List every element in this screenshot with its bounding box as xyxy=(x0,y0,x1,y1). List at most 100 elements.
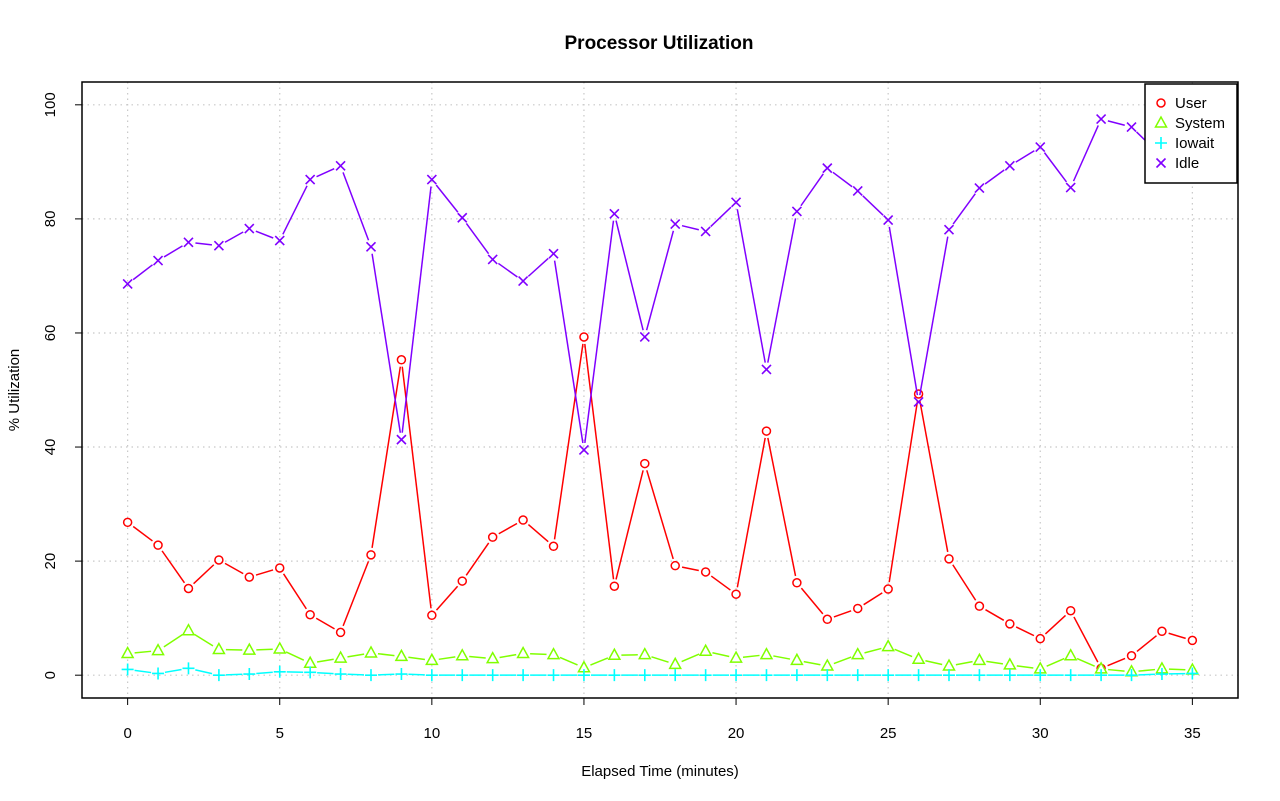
series-idle-segment xyxy=(800,173,824,207)
series-system-segment xyxy=(1138,668,1156,672)
point-system xyxy=(1063,648,1078,661)
series-system-segment xyxy=(559,656,578,666)
y-axis-label: % Utilization xyxy=(6,349,23,432)
series-user-segment xyxy=(342,561,370,627)
point-user xyxy=(122,517,133,528)
point-system xyxy=(120,645,135,659)
series-idle-segment xyxy=(1015,150,1035,163)
x-tick-label: 20 xyxy=(728,725,745,742)
series-idle-segment xyxy=(316,168,335,178)
point-system xyxy=(790,652,804,666)
point-iowait xyxy=(486,669,499,682)
legend-label-idle: Idle xyxy=(1175,155,1199,172)
series-idle-segment xyxy=(1043,152,1068,183)
series-user xyxy=(122,332,1198,674)
legend: User System Iowait Idle xyxy=(1144,83,1238,184)
point-user xyxy=(518,515,528,525)
point-iowait xyxy=(182,662,195,675)
point-system xyxy=(364,645,378,658)
series-idle-segment xyxy=(553,260,584,444)
point-iowait xyxy=(1034,669,1047,682)
point-idle xyxy=(700,226,711,237)
series-system-segment xyxy=(285,651,305,661)
point-user xyxy=(822,614,833,625)
point-user xyxy=(640,458,650,469)
series-idle-segment xyxy=(342,172,370,241)
x-tick-label: 5 xyxy=(276,725,284,742)
point-user xyxy=(1126,651,1137,661)
point-user xyxy=(335,627,346,638)
point-system xyxy=(485,651,500,664)
series-idle-segment xyxy=(681,224,700,231)
point-user xyxy=(944,554,954,564)
series-idle-segment xyxy=(832,171,853,188)
series-system-segment xyxy=(894,648,913,658)
series-idle-segment xyxy=(371,253,402,433)
point-iowait xyxy=(395,668,408,681)
x-tick-label: 30 xyxy=(1032,725,1049,742)
series-user-segment xyxy=(435,585,459,611)
x-axis-label: Elapsed Time (minutes) xyxy=(581,763,739,780)
point-user xyxy=(153,540,163,550)
point-system xyxy=(698,643,713,656)
legend-label-iowait: Iowait xyxy=(1175,135,1215,152)
series-idle-segment xyxy=(1072,125,1099,182)
series-user-segment xyxy=(710,575,731,591)
series-system-segment xyxy=(925,660,943,666)
point-system xyxy=(394,648,409,662)
point-idle xyxy=(883,214,894,226)
series-iowait-segment xyxy=(164,668,182,674)
point-user xyxy=(274,563,285,573)
point-system xyxy=(881,639,895,652)
point-idle xyxy=(1126,121,1137,133)
point-system xyxy=(820,658,835,671)
point-idle xyxy=(122,278,133,289)
point-iowait xyxy=(851,669,864,682)
point-idle xyxy=(365,241,377,252)
point-user xyxy=(548,541,559,552)
point-system xyxy=(516,645,530,659)
series-idle-segment xyxy=(435,184,459,213)
point-system xyxy=(242,642,257,655)
y-tick-label: 100 xyxy=(42,92,59,117)
point-system xyxy=(546,647,561,660)
y-tick-label: 0 xyxy=(42,671,59,679)
series-user-segment xyxy=(161,550,186,584)
point-system xyxy=(425,652,439,666)
series-idle-segment xyxy=(224,231,244,243)
series-system-segment xyxy=(742,654,760,659)
series-system-segment xyxy=(194,633,214,647)
series-system-segment xyxy=(712,652,730,658)
series-system-segment xyxy=(530,653,547,656)
point-iowait xyxy=(882,669,895,682)
series-user-segment xyxy=(952,564,977,601)
point-user xyxy=(609,581,620,591)
point-iowait xyxy=(304,666,317,679)
series-user-segment xyxy=(1044,614,1067,635)
series-system-segment xyxy=(408,656,425,661)
series-system-segment xyxy=(163,633,184,648)
series-system-segment xyxy=(1168,668,1186,671)
series-user-segment xyxy=(615,470,644,580)
point-iowait xyxy=(212,669,225,682)
point-iowait xyxy=(1064,669,1077,682)
point-idle xyxy=(457,212,468,223)
point-system xyxy=(1003,657,1017,670)
point-idle xyxy=(852,185,863,197)
point-idle xyxy=(396,434,407,445)
series-user-segment xyxy=(919,400,949,553)
point-iowait xyxy=(577,669,590,682)
series-user-segment xyxy=(255,569,274,576)
series-user-segment xyxy=(863,592,883,606)
point-idle xyxy=(639,331,650,343)
legend-marker-user xyxy=(1156,98,1166,108)
series-iowait-segment xyxy=(195,669,213,675)
series-user-segment xyxy=(736,437,766,588)
point-idle xyxy=(1065,182,1076,193)
series-idle-segment xyxy=(736,209,766,363)
series-system-segment xyxy=(1016,665,1034,669)
series-system xyxy=(120,623,1200,677)
point-system xyxy=(181,623,196,636)
point-iowait xyxy=(669,669,682,682)
point-user xyxy=(305,609,315,620)
